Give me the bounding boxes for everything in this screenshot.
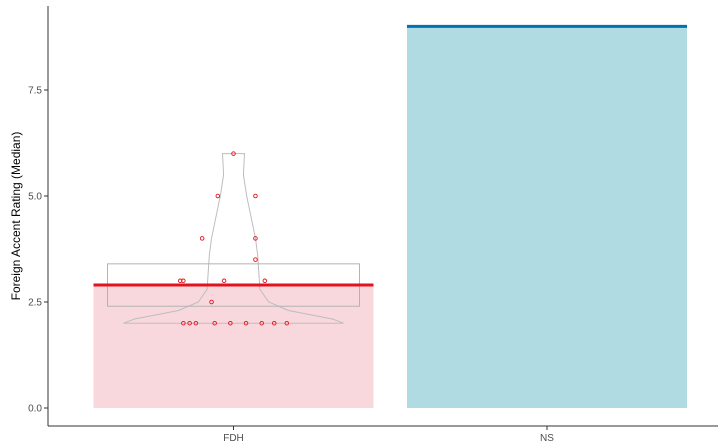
data-point bbox=[284, 320, 290, 326]
data-point bbox=[259, 320, 264, 326]
data-point bbox=[181, 320, 186, 326]
data-point bbox=[221, 278, 227, 284]
data-point bbox=[243, 320, 249, 326]
data-point bbox=[212, 320, 217, 326]
data-point bbox=[193, 320, 199, 326]
bar-ns bbox=[407, 26, 687, 409]
data-point bbox=[177, 278, 183, 284]
data-point bbox=[209, 299, 214, 305]
data-point bbox=[262, 278, 268, 284]
data-point bbox=[181, 278, 186, 284]
data-point bbox=[253, 193, 258, 199]
data-point bbox=[253, 257, 258, 262]
data-point bbox=[272, 320, 277, 326]
y-tick-label: 2.5 bbox=[28, 298, 42, 309]
y-tick-label: 5.0 bbox=[28, 192, 42, 203]
data-point bbox=[215, 193, 221, 199]
y-tick-label: 7.5 bbox=[28, 86, 42, 97]
y-axis-title: Foreign Accent Rating (Median) bbox=[9, 132, 23, 301]
y-tick-label: 0.0 bbox=[28, 404, 42, 415]
x-tick-label: FDH bbox=[223, 433, 244, 444]
violin-fdh bbox=[123, 153, 344, 324]
data-point bbox=[231, 151, 236, 156]
data-point bbox=[546, 25, 548, 28]
data-point bbox=[253, 236, 258, 241]
data-point bbox=[199, 236, 205, 241]
data-point bbox=[187, 320, 192, 326]
data-point bbox=[228, 320, 233, 326]
bar-fdh bbox=[93, 285, 374, 408]
x-tick-label: NS bbox=[540, 433, 554, 444]
